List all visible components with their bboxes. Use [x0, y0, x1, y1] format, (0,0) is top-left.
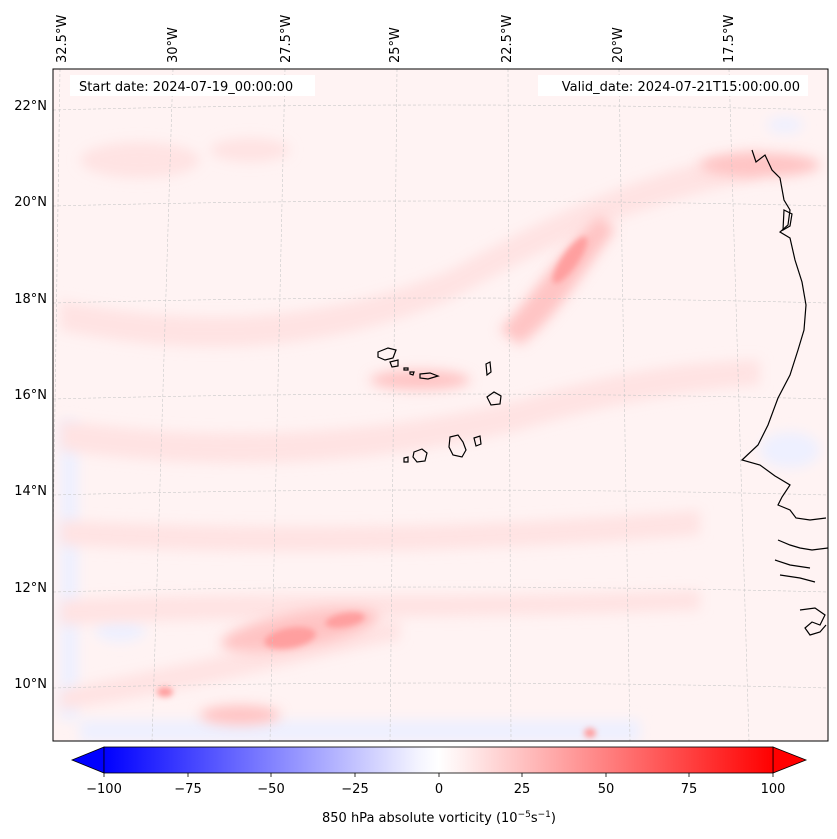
- start-date-box: [70, 75, 315, 96]
- lon-label: 32.5°W: [55, 15, 70, 63]
- colorbar: −100 −75 −50 −25 0 25 50 75 100 850 hPa …: [70, 746, 808, 826]
- lon-label: 17.5°W: [722, 15, 737, 63]
- colorbar-gradient: [103, 746, 774, 774]
- colorbar-title-main: 850 hPa absolute vorticity (10: [322, 811, 518, 826]
- graticule: [53, 69, 828, 741]
- lon-label: 30°W: [166, 27, 181, 63]
- colorbar-tick-label: 100: [761, 782, 786, 797]
- negative-vorticity-areas: [60, 117, 820, 741]
- coastline: [740, 149, 828, 636]
- colorbar-tick-label: 0: [435, 782, 443, 797]
- lat-label: 20°N: [14, 195, 47, 210]
- lat-label: 10°N: [14, 677, 47, 692]
- colorbar-tick-label: −75: [174, 782, 201, 797]
- colorbar-title-exp2: −1: [538, 810, 551, 820]
- colorbar-tick-label: 25: [514, 782, 531, 797]
- colorbar-title-mid: s: [531, 811, 538, 826]
- latitude-labels: 22°N 20°N 18°N 16°N 14°N 12°N 10°N: [14, 99, 47, 692]
- longitude-labels: 32.5°W 30°W 27.5°W 25°W 22.5°W 20°W 17.5…: [55, 15, 737, 63]
- colorbar-title-end: ): [551, 811, 556, 826]
- map-frame: [52, 68, 829, 742]
- colorbar-tick-label: −50: [257, 782, 284, 797]
- lat-label: 22°N: [14, 99, 47, 114]
- colorbar-title-exp1: −5: [518, 810, 531, 820]
- lon-label: 20°W: [611, 27, 626, 63]
- colorbar-title: 850 hPa absolute vorticity (10−5s−1): [322, 810, 556, 826]
- vorticity-field: [53, 69, 828, 741]
- valid-date-box: [538, 75, 808, 96]
- valid-date-label: Valid_date: 2024-07-21T15:00:00.00: [562, 80, 800, 95]
- colorbar-tick-label: 50: [598, 782, 615, 797]
- colorbar-max-extend-arrow: [772, 746, 808, 774]
- lon-label: 25°W: [388, 27, 403, 63]
- colorbar-tick-label: −25: [341, 782, 368, 797]
- lat-label: 12°N: [14, 581, 47, 596]
- start-date-label: Start date: 2024-07-19_00:00:00: [79, 80, 293, 95]
- colorbar-ticks: [103, 773, 774, 777]
- lat-label: 14°N: [14, 484, 47, 499]
- colorbar-tick-label: 75: [681, 782, 698, 797]
- lon-label: 27.5°W: [279, 15, 294, 63]
- colorbar-tick-label: −100: [86, 782, 122, 797]
- cape-verde-islands: [377, 347, 502, 463]
- lon-label: 22.5°W: [500, 15, 515, 63]
- colorbar-min-extend-arrow: [70, 746, 105, 774]
- weak-positive-bands: [60, 138, 760, 710]
- strong-positive-cores: [157, 236, 596, 738]
- lat-label: 16°N: [14, 388, 47, 403]
- lat-label: 18°N: [14, 292, 47, 307]
